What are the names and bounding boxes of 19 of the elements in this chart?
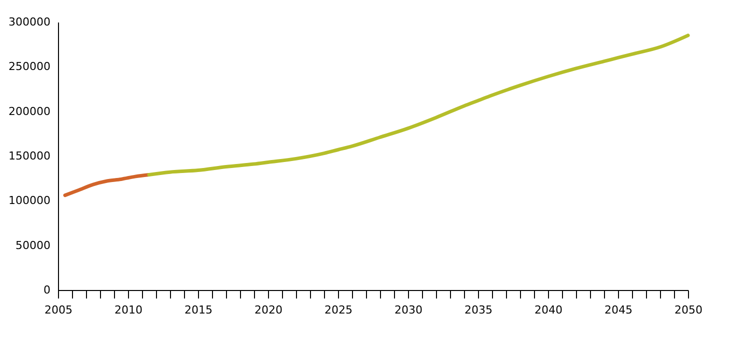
- y-tick-label: 0: [44, 284, 50, 296]
- x-tick-label: 2005: [44, 304, 72, 316]
- x-tick-label: 2010: [114, 304, 142, 316]
- y-tick-label: 250000: [8, 60, 50, 74]
- y-tick-label: 100000: [8, 194, 50, 208]
- x-tick-label: 2050: [674, 304, 702, 316]
- x-tick-label: 2020: [254, 304, 282, 316]
- y-tick-label: 150000: [8, 150, 50, 162]
- x-tick-label: 2040: [534, 304, 562, 316]
- x-tick-label: 2015: [184, 304, 212, 316]
- x-tick-label: 2025: [324, 304, 352, 316]
- y-tick-label: 50000: [16, 238, 50, 252]
- y-tick-label: 200000: [8, 104, 50, 118]
- line-series: [63, 173, 151, 198]
- x-tick-label: 2030: [394, 304, 422, 316]
- y-tick-label: 300000: [8, 16, 50, 28]
- line-series: [147, 34, 690, 177]
- x-tick-label: 2035: [464, 304, 492, 316]
- x-tick-label: 2045: [604, 304, 632, 316]
